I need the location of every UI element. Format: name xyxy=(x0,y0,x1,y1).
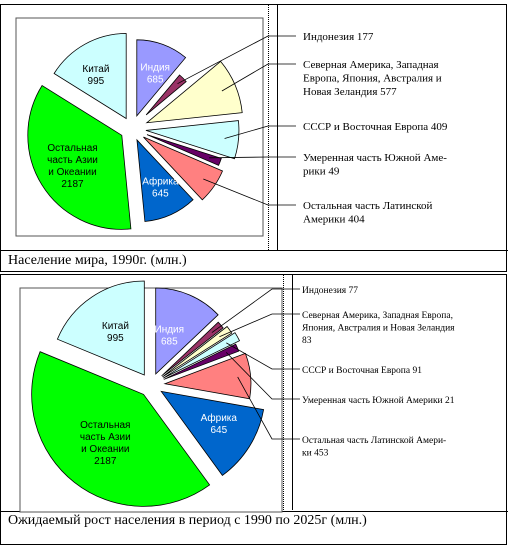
pie-slice-3 xyxy=(163,332,241,379)
slice-label: Китай xyxy=(102,321,129,332)
divider-solid xyxy=(277,5,278,250)
legend-entry: Умеренная часть Южной Америки 21 xyxy=(302,395,455,406)
pie-slice-4 xyxy=(146,134,222,166)
legend-entry: Умеренная часть Южной Аме- xyxy=(303,152,447,164)
legend-entry: Америки 404 xyxy=(303,214,365,226)
legend-entry: Индонезия 77 xyxy=(302,286,358,296)
pie-slice-0 xyxy=(155,287,219,375)
leader-line xyxy=(225,352,300,400)
legend-entry: Северная Америка, Западная Европа, xyxy=(302,311,453,321)
leader-line xyxy=(209,156,296,159)
pie-slice-4 xyxy=(163,343,240,380)
pie-slice-5 xyxy=(143,136,224,201)
slice-label: часть Азии xyxy=(80,432,131,443)
legend-entry: Остальная часть Латинской Амери- xyxy=(302,435,446,446)
leader-line xyxy=(221,63,296,92)
slice-label: и Океании xyxy=(48,167,96,178)
legend-entry: Япония, Австралия и Новая Зеландия xyxy=(302,324,455,334)
pie-slice-7 xyxy=(31,351,211,507)
slice-label: Индия xyxy=(155,324,185,335)
divider-solid xyxy=(292,275,293,510)
pie-slice-7 xyxy=(27,84,132,230)
legend-entry: Остальная часть Латинской xyxy=(303,200,433,212)
leader-line xyxy=(219,313,300,338)
slice-label: 645 xyxy=(152,188,169,199)
slice-label: 685 xyxy=(147,75,164,86)
slice-label: Остальная xyxy=(80,420,130,431)
divider-dotted xyxy=(268,5,269,250)
pie-slice-8 xyxy=(56,280,145,376)
slice-label: 645 xyxy=(210,425,227,436)
slice-label: 685 xyxy=(161,336,178,347)
legend-entry: Новая Зеландия 577 xyxy=(303,86,397,98)
caption-rule xyxy=(1,250,508,251)
slice-label: 2187 xyxy=(61,179,84,190)
pie-slice-2 xyxy=(162,325,233,378)
legend-entry: Северная Америка, Западная xyxy=(303,59,439,71)
pie-slice-0 xyxy=(136,39,187,117)
slice-label: часть Азии xyxy=(47,155,98,166)
pie-slice-1 xyxy=(145,74,187,116)
pie-slice-3 xyxy=(145,120,240,160)
leader-line xyxy=(226,342,300,370)
slice-label: 995 xyxy=(107,333,124,344)
slice-label: Африка xyxy=(142,175,179,187)
legend-entry: 83 xyxy=(302,336,312,346)
leader-line xyxy=(177,35,296,85)
slice-label: 995 xyxy=(88,76,105,87)
chart-1-frame: Население мира, 1990г. (млн.) xyxy=(0,4,508,272)
pie-slice-2 xyxy=(145,60,243,124)
slice-label: Индия xyxy=(140,63,170,74)
pie-slice-1 xyxy=(161,321,224,377)
slice-label: Китай xyxy=(82,64,109,75)
divider-dotted xyxy=(283,275,284,510)
slice-label: Африка xyxy=(201,412,238,424)
slice-label: и Океании xyxy=(81,444,129,455)
legend-entry: Европа, Япония, Австралия и xyxy=(303,73,442,85)
legend-entry: ки 453 xyxy=(302,449,329,459)
pie-slice-8 xyxy=(53,33,127,120)
leader-line xyxy=(237,376,300,440)
slice-label: 2187 xyxy=(94,456,117,467)
chart-1-caption: Население мира, 1990г. (млн.) xyxy=(8,253,187,268)
legend-entry: рики 49 xyxy=(303,166,340,178)
pie-slice-6 xyxy=(160,390,265,476)
leader-line xyxy=(224,125,296,139)
leader-line xyxy=(203,178,296,206)
slice-label: Остальная xyxy=(47,143,97,154)
pie-slice-6 xyxy=(136,138,194,222)
legend-entry: СССР и Восточная Европа 409 xyxy=(303,121,448,133)
legend-entry: СССР и Восточная Европа 91 xyxy=(302,366,422,376)
leader-line xyxy=(211,288,300,333)
chart-2-caption: Ожидаемый рост населения в период с 1990… xyxy=(8,513,367,528)
legend-entry: Индонезия 177 xyxy=(303,31,374,43)
